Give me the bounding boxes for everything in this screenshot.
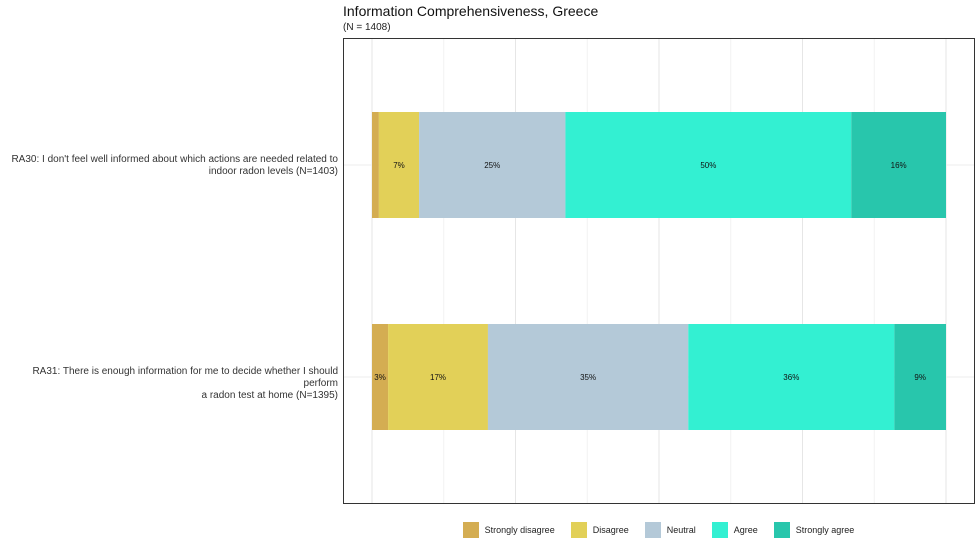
- legend-label-neutral: Neutral: [666, 525, 696, 535]
- chart-subtitle: (N = 1408): [343, 22, 391, 33]
- legend-item-neutral: Neutral: [644, 522, 702, 538]
- legend: Strongly disagree Disagree Neutral Agree…: [0, 522, 980, 538]
- bar-segment: [894, 324, 946, 430]
- legend-label-strongly-agree: Strongly agree: [795, 525, 855, 535]
- legend-swatch-disagree: [570, 522, 587, 538]
- legend-swatch-strongly-agree: [773, 522, 790, 538]
- legend-item-strongly-agree: Strongly agree: [773, 522, 861, 538]
- y-label-ra31-line2: a radon test at home (N=1395): [201, 390, 338, 401]
- bar-segment: [688, 324, 895, 430]
- legend-item-strongly-disagree: Strongly disagree: [462, 522, 561, 538]
- bar-segment: [565, 112, 852, 218]
- y-label-ra31: RA31: There is enough information for me…: [8, 366, 338, 402]
- bar-segment: [372, 112, 379, 218]
- bar-segment: [388, 324, 488, 430]
- bar-segment: [378, 112, 420, 218]
- plot-border: [343, 38, 975, 504]
- data-label: 50%: [700, 161, 716, 170]
- data-label: 7%: [393, 161, 405, 170]
- y-label-ra30-line1: RA30: I don't feel well informed about w…: [11, 154, 338, 165]
- legend-swatch-agree: [711, 522, 728, 538]
- legend-item-agree: Agree: [711, 522, 764, 538]
- y-label-ra30-line2: indoor radon levels (N=1403): [208, 166, 338, 177]
- bar-segment: [372, 324, 389, 430]
- legend-swatch-strongly-disagree: [462, 522, 479, 538]
- bar-segment: [419, 112, 566, 218]
- data-label: 9%: [914, 373, 926, 382]
- data-label: 35%: [580, 373, 596, 382]
- data-label: 36%: [783, 373, 799, 382]
- data-label: 16%: [891, 161, 907, 170]
- legend-item-disagree: Disagree: [570, 522, 635, 538]
- y-label-ra30: RA30: I don't feel well informed about w…: [8, 154, 338, 178]
- data-label: 25%: [484, 161, 500, 170]
- data-label: 3%: [374, 373, 386, 382]
- legend-label-strongly-disagree: Strongly disagree: [484, 525, 555, 535]
- legend-swatch-neutral: [644, 522, 661, 538]
- data-label: 17%: [430, 373, 446, 382]
- y-label-ra31-line1: RA31: There is enough information for me…: [32, 366, 338, 389]
- legend-label-agree: Agree: [733, 525, 758, 535]
- legend-label-disagree: Disagree: [592, 525, 629, 535]
- bar-segment: [487, 324, 689, 430]
- chart-title: Information Comprehensiveness, Greece: [343, 3, 599, 19]
- bar-segment: [851, 112, 946, 218]
